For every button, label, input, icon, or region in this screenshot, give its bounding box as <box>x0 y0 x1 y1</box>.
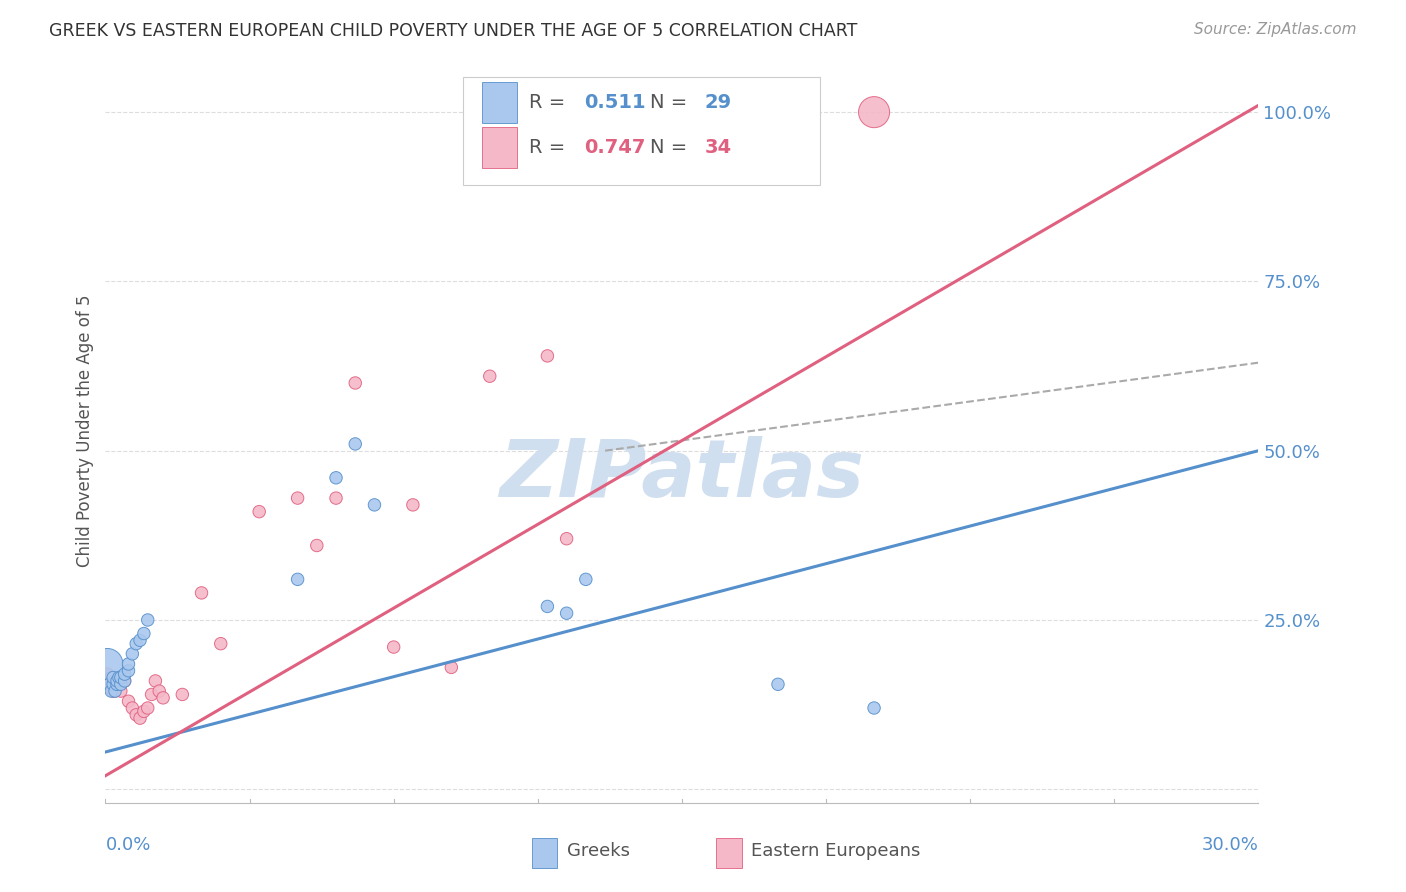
Text: 30.0%: 30.0% <box>1202 837 1258 855</box>
Point <box>536 349 558 363</box>
Point <box>132 626 155 640</box>
Point <box>100 684 122 698</box>
Point <box>125 637 148 651</box>
Point <box>555 532 578 546</box>
Point <box>152 690 174 705</box>
Text: ZIPatlas: ZIPatlas <box>499 436 865 514</box>
Text: R =: R = <box>529 138 571 157</box>
Point <box>141 688 163 702</box>
Point <box>863 105 886 120</box>
Text: Greeks: Greeks <box>567 842 630 860</box>
Point <box>172 688 194 702</box>
Text: GREEK VS EASTERN EUROPEAN CHILD POVERTY UNDER THE AGE OF 5 CORRELATION CHART: GREEK VS EASTERN EUROPEAN CHILD POVERTY … <box>49 22 858 40</box>
Point <box>98 681 121 695</box>
Text: N =: N = <box>650 93 693 112</box>
Text: Eastern Europeans: Eastern Europeans <box>751 842 921 860</box>
Text: N =: N = <box>650 138 693 157</box>
Point <box>344 437 367 451</box>
Point <box>110 684 132 698</box>
Text: 0.511: 0.511 <box>583 93 645 112</box>
Point <box>105 677 128 691</box>
Point <box>101 671 124 685</box>
Point <box>101 684 124 698</box>
Point <box>132 705 155 719</box>
FancyBboxPatch shape <box>482 82 517 123</box>
FancyBboxPatch shape <box>531 838 557 868</box>
Point <box>100 671 122 685</box>
FancyBboxPatch shape <box>463 77 820 185</box>
Text: 29: 29 <box>704 93 733 112</box>
Text: R =: R = <box>529 93 571 112</box>
Point <box>114 667 136 681</box>
Point <box>382 640 405 654</box>
Point <box>125 707 148 722</box>
Point <box>863 701 886 715</box>
Point <box>121 647 143 661</box>
Point <box>105 673 128 688</box>
Point <box>209 637 232 651</box>
Point <box>105 677 128 691</box>
Point <box>536 599 558 614</box>
Point <box>121 701 143 715</box>
Text: 0.0%: 0.0% <box>105 837 150 855</box>
Point <box>363 498 385 512</box>
Point <box>110 671 132 685</box>
Point <box>247 505 270 519</box>
FancyBboxPatch shape <box>717 838 742 868</box>
Point <box>117 694 139 708</box>
Point <box>190 586 212 600</box>
Point <box>114 673 136 688</box>
Point <box>129 633 152 648</box>
Point <box>117 664 139 678</box>
Text: 0.747: 0.747 <box>583 138 645 157</box>
Point <box>440 660 463 674</box>
Point <box>98 677 121 691</box>
Point <box>575 573 598 587</box>
Text: 34: 34 <box>704 138 733 157</box>
Text: Source: ZipAtlas.com: Source: ZipAtlas.com <box>1194 22 1357 37</box>
Point <box>110 677 132 691</box>
Point <box>136 613 159 627</box>
Point <box>325 491 347 505</box>
Point <box>766 677 789 691</box>
Point <box>325 471 347 485</box>
Y-axis label: Child Poverty Under the Age of 5: Child Poverty Under the Age of 5 <box>76 294 94 566</box>
Point <box>478 369 501 384</box>
Point <box>145 673 167 688</box>
Point <box>344 376 367 390</box>
Point <box>148 684 170 698</box>
Point <box>114 673 136 688</box>
Point <box>555 606 578 620</box>
Point <box>129 711 152 725</box>
Point <box>101 677 124 691</box>
Point <box>108 671 131 685</box>
Point <box>402 498 425 512</box>
Point <box>96 667 118 681</box>
Point <box>104 684 127 698</box>
Point <box>104 684 127 698</box>
Point <box>287 491 309 505</box>
Point <box>117 657 139 671</box>
FancyBboxPatch shape <box>482 127 517 168</box>
Point <box>287 573 309 587</box>
Point <box>101 673 124 688</box>
Point <box>136 701 159 715</box>
Point <box>96 657 118 671</box>
Point <box>305 539 328 553</box>
